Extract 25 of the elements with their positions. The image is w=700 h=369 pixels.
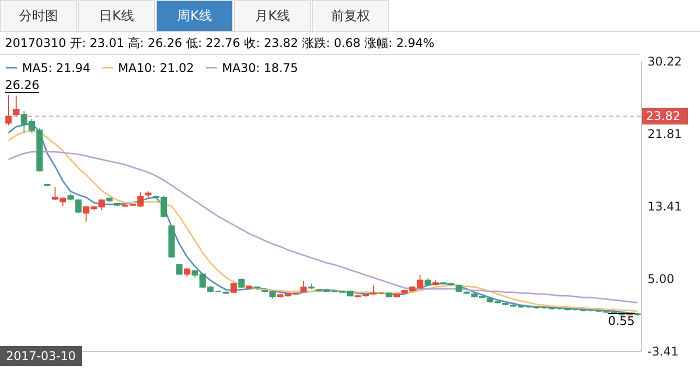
legend-label: MA5: 21.94: [22, 60, 90, 75]
ref-line-label: 23.82: [646, 109, 680, 124]
y-tick-label: -3.41: [648, 344, 679, 358]
y-tick-label: 30.22: [648, 54, 682, 68]
text: 日K线: [78, 0, 155, 31]
candlestick: [238, 278, 245, 288]
y-tick-label: 21.81: [648, 127, 682, 142]
candlestick: [75, 198, 82, 214]
text: 分时图: [0, 0, 77, 31]
annotation: 0.55: [608, 313, 635, 328]
legend-label: MA10: 21.02: [118, 60, 194, 75]
text: 周K线: [156, 0, 233, 31]
y-tick-label: 13.41: [648, 199, 682, 214]
line-series: [8, 150, 638, 304]
text: 月K线: [234, 0, 311, 31]
y-tick-label: 5.00: [648, 272, 674, 286]
annotation: 26.26: [5, 78, 40, 93]
legend-label: MA30: 18.75: [222, 60, 298, 75]
annotation: 2017-03-10: [0, 346, 82, 366]
text: 前复权: [312, 0, 389, 31]
text: 20170310 开: 23.01 高: 26.26 低: 22.76 收: 23.82 涨跌: 0.68 涨幅: 2.94%: [0, 32, 640, 55]
candlestick: [370, 284, 377, 296]
candlestick: [300, 280, 307, 293]
candlestick: [5, 94, 12, 126]
candlestick: [13, 95, 20, 117]
